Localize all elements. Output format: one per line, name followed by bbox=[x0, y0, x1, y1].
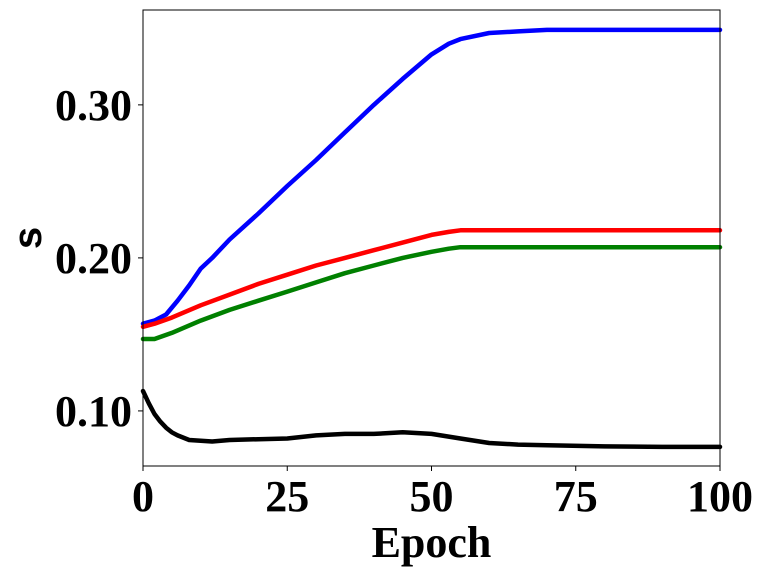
y-tick-label: 0.30 bbox=[55, 81, 132, 130]
x-tick-label: 100 bbox=[687, 472, 753, 521]
y-axis: 0.10 0.20 0.30 bbox=[55, 81, 143, 436]
x-tick-label: 75 bbox=[554, 472, 598, 521]
x-tick-label: 0 bbox=[132, 472, 154, 521]
series-line-green bbox=[140, 244, 723, 342]
series-layer bbox=[140, 27, 723, 450]
y-tick-label: 0.20 bbox=[55, 234, 132, 283]
series-line-black bbox=[140, 388, 723, 450]
x-axis-title: Epoch bbox=[372, 518, 492, 567]
y-axis-title: s bbox=[6, 227, 50, 249]
x-tick-label: 25 bbox=[265, 472, 309, 521]
x-tick-label: 50 bbox=[410, 472, 454, 521]
series-line-blue bbox=[140, 27, 723, 326]
x-axis: 0 25 50 75 100 bbox=[132, 466, 753, 521]
y-tick-label: 0.10 bbox=[55, 387, 132, 436]
series-line-red bbox=[140, 228, 723, 330]
